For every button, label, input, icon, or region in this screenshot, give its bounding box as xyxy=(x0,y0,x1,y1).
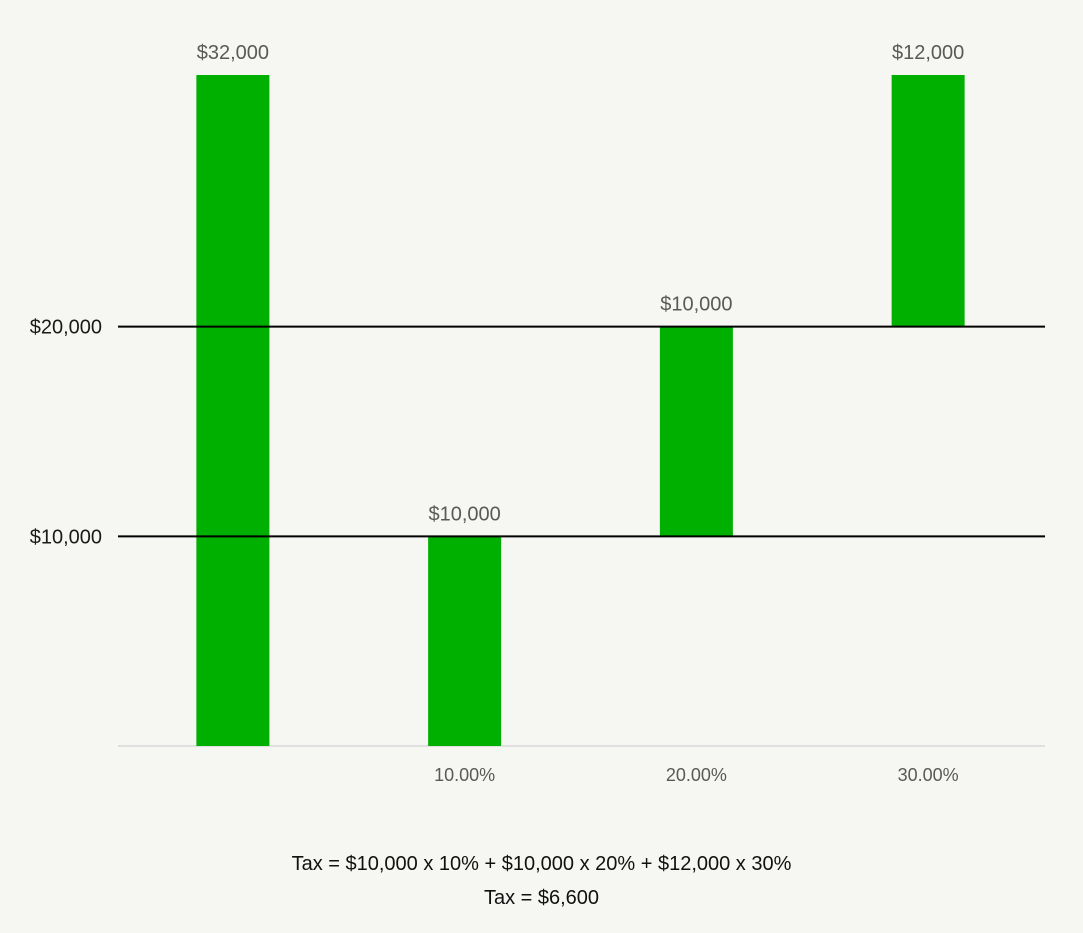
tax-formula-text: Tax = $10,000 x 10% + $10,000 x 20% + $1… xyxy=(291,853,792,875)
bar-value-label-2: $10,000 xyxy=(428,503,500,525)
tax-bracket-chart: $32,000 $10,000 $10,000 $12,000 $10,000 $20,… xyxy=(30,42,1045,785)
y-tick-label-1: $10,000 xyxy=(30,526,102,548)
bar-2 xyxy=(428,536,502,746)
y-tick-label-2: $20,000 xyxy=(30,317,102,339)
x-tick-label-3: 30.00% xyxy=(898,765,959,785)
bar-value-label-1: $32,000 xyxy=(197,42,269,64)
bar-value-label-4: $12,000 xyxy=(892,42,964,64)
bar-labels-group: $32,000 $10,000 $10,000 $12,000 xyxy=(197,42,965,525)
bar-4 xyxy=(891,75,965,327)
bars-group xyxy=(196,75,965,746)
bar-1 xyxy=(196,75,270,746)
tax-total-text: Tax = $6,600 xyxy=(483,887,600,909)
x-tick-label-1: 10.00% xyxy=(434,765,495,785)
x-tick-label-2: 20.00% xyxy=(666,765,727,785)
x-tick-labels-group: 10.00% 20.00% 30.00% xyxy=(434,765,959,785)
bar-value-label-3: $10,000 xyxy=(660,294,732,316)
reference-lines xyxy=(118,325,1045,538)
y-tick-labels-group: $10,000 $20,000 xyxy=(30,317,102,549)
bar-3 xyxy=(659,326,733,537)
